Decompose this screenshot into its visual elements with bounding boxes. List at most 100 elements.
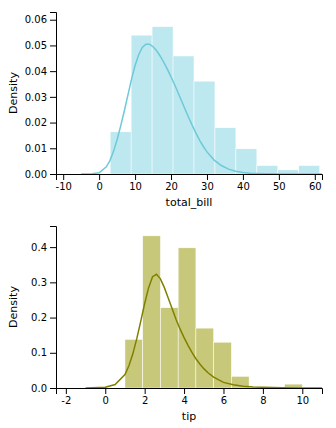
x-tick-label: 4 (181, 395, 187, 406)
y-tick-label: 0.01 (25, 143, 47, 154)
y-tick: 0.03 (25, 92, 56, 103)
y-axis-title: Density (7, 72, 20, 114)
x-tick-label: 0 (96, 181, 102, 192)
density-line (81, 44, 322, 174)
histogram-bar (143, 236, 161, 388)
y-tick: 0.05 (25, 40, 56, 51)
histogram-bar (178, 248, 196, 388)
x-tick-mark (171, 174, 172, 180)
y-tick-mark (50, 247, 56, 248)
x-tick-mark (145, 388, 146, 394)
x-tick-mark (223, 388, 224, 394)
histogram-bar (257, 166, 278, 174)
plot-marks (81, 27, 322, 174)
x-tick-mark (279, 174, 280, 180)
x-tick-mark (63, 174, 64, 180)
y-tick: 0.0 (31, 383, 56, 394)
histogram-bar (196, 328, 214, 388)
x-tick: 10 (296, 388, 309, 406)
plot-area (81, 27, 322, 174)
y-tick: 0.00 (25, 169, 56, 180)
x-tick-mark (66, 388, 67, 394)
figure: -1001020304050600.000.010.020.030.040.05… (0, 0, 336, 428)
x-tick-label: 6 (221, 395, 227, 406)
x-tick: 10 (129, 174, 142, 192)
y-tick-label: 0.05 (25, 40, 47, 51)
x-tick-label: 2 (142, 395, 148, 406)
y-tick-mark (50, 45, 56, 46)
y-axis: 0.0 0.1 0.2 0.3 0.4 (31, 227, 56, 394)
y-axis-line (50, 227, 57, 389)
x-tick-label: 8 (260, 395, 266, 406)
histogram-bar (173, 56, 194, 174)
y-tick-mark (50, 282, 56, 283)
y-tick: 0.3 (31, 277, 56, 288)
y-tick-mark (50, 148, 56, 149)
y-tick-mark (50, 174, 56, 175)
y-tick-mark (50, 353, 56, 354)
y-tick-label: 0.03 (25, 92, 47, 103)
x-axis: -20246810 (57, 388, 323, 406)
y-tick: 0.1 (31, 347, 56, 358)
x-axis: -10 0 10 20 30 40 50 60 (56, 174, 323, 192)
x-axis-title: total_bill (166, 196, 213, 209)
y-tick-mark (50, 97, 56, 98)
histogram-bar (131, 35, 152, 174)
y-tick: 0.04 (25, 66, 56, 77)
x-tick-mark (315, 174, 316, 180)
x-tick-mark (135, 174, 136, 180)
y-tick: 0.02 (25, 117, 56, 128)
y-axis-line (50, 13, 57, 175)
plot-area (86, 236, 322, 388)
x-tick: 8 (260, 388, 266, 406)
x-tick: 30 (201, 174, 214, 192)
x-tick-label: 60 (309, 181, 322, 192)
histogram-bar (194, 81, 215, 174)
x-tick: 50 (273, 174, 286, 192)
y-tick-mark (50, 318, 56, 319)
y-axis: 0.000.010.020.030.040.050.06 (25, 13, 57, 180)
x-tick-mark (263, 388, 264, 394)
x-tick: 6 (221, 388, 227, 406)
y-tick-label: 0.04 (25, 66, 47, 77)
y-axis-title: Density (7, 286, 20, 328)
x-tick-mark (207, 174, 208, 180)
x-tick-mark (184, 388, 185, 394)
x-tick: 0 (103, 388, 109, 406)
histogram-bar (125, 339, 143, 388)
y-tick-label: 0.02 (25, 117, 47, 128)
y-tick-label: 0.2 (31, 312, 47, 323)
x-tick-label: -10 (56, 181, 72, 192)
x-tick-label: 10 (296, 395, 309, 406)
density-line (86, 274, 322, 388)
histogram-bar (236, 149, 257, 174)
x-tick-label: 40 (237, 181, 250, 192)
x-tick-mark (105, 388, 106, 394)
x-tick: 40 (237, 174, 250, 192)
y-tick-mark (50, 388, 56, 389)
y-tick-label: 0.0 (31, 383, 47, 394)
y-tick-label: 0.3 (31, 277, 47, 288)
y-tick-mark (50, 123, 56, 124)
y-tick-label: 0.00 (25, 169, 47, 180)
x-axis-title: tip (182, 410, 196, 423)
x-axis-line (57, 389, 323, 395)
x-tick: 2 (142, 388, 148, 406)
x-tick-label: 50 (273, 181, 286, 192)
x-tick: 20 (165, 174, 178, 192)
panel: -10 0 10 20 30 40 50 60 0.00 0.01 0.02 0.03 0.04 0.05… (7, 13, 323, 210)
y-tick: 0.2 (31, 312, 56, 323)
x-tick: -10 (56, 174, 72, 192)
x-tick-mark (243, 174, 244, 180)
y-tick: 0.01 (25, 143, 56, 154)
x-tick-mark (99, 174, 100, 180)
x-tick-label: 20 (165, 181, 178, 192)
panel: -202468100.00.10.20.30.4tipDensity (7, 227, 323, 424)
x-tick-mark (302, 388, 303, 394)
y-tick-mark (50, 20, 56, 21)
histogram-bars (125, 236, 302, 388)
plot-marks (86, 236, 322, 388)
y-tick-mark (50, 71, 56, 72)
y-tick: 0.4 (31, 242, 56, 253)
x-tick: 0 (96, 174, 102, 192)
